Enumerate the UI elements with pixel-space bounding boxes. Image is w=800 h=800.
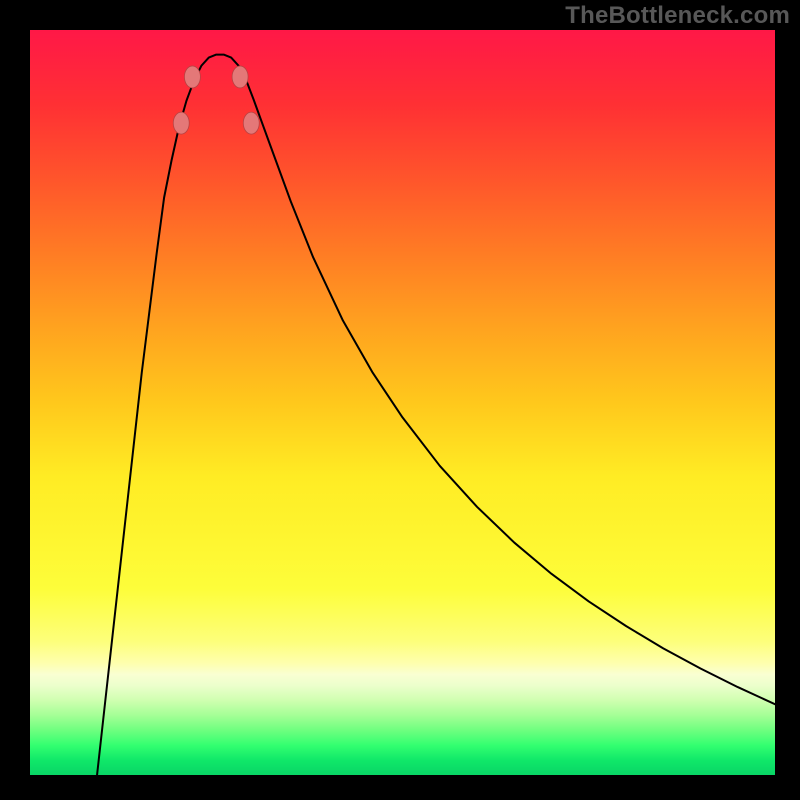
data-dot (232, 66, 248, 88)
plot-svg (30, 30, 775, 775)
data-dot (184, 66, 200, 88)
chart-frame: TheBottleneck.com (0, 0, 800, 800)
watermark-text: TheBottleneck.com (565, 2, 790, 30)
data-dot (243, 112, 259, 134)
data-dot (173, 112, 189, 134)
plot-area (30, 30, 775, 775)
gradient-background (30, 30, 775, 775)
